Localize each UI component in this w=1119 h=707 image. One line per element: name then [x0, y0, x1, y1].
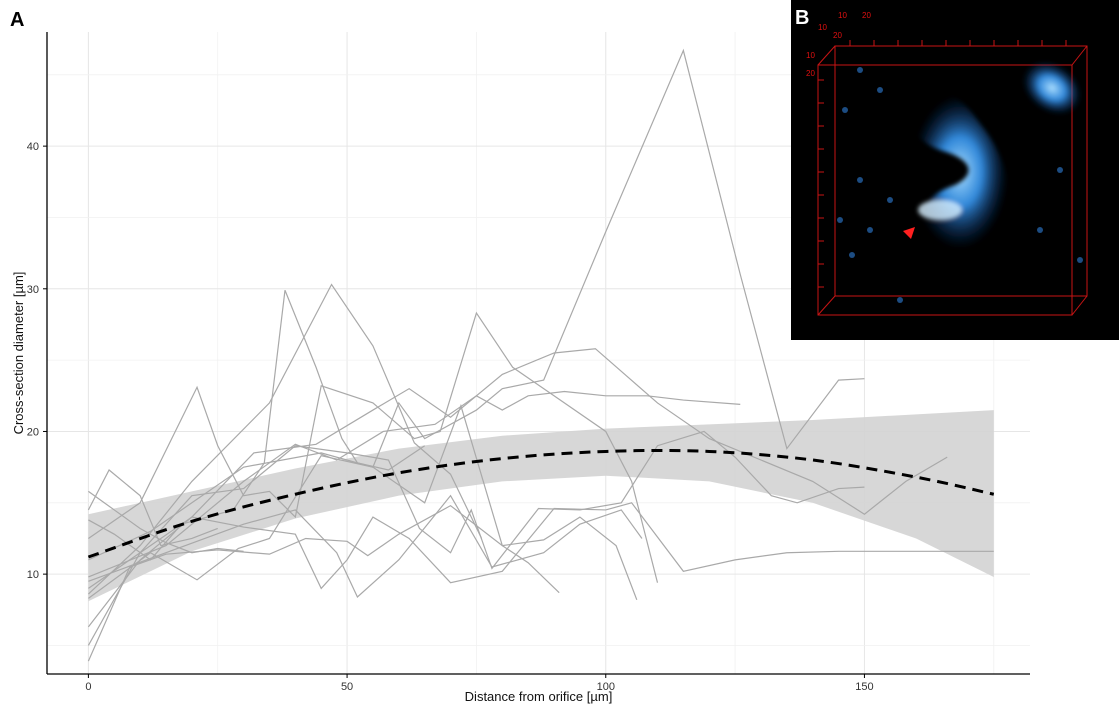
y-tick-label: 40 [27, 141, 39, 153]
x-tick-label: 50 [341, 681, 353, 693]
x-tick-label: 150 [855, 681, 873, 693]
inset-tick-label: 20 [833, 31, 842, 40]
speckle [837, 217, 843, 223]
y-tick-label: 10 [27, 569, 39, 581]
y-axis-title: Cross-section diameter [µm] [11, 272, 26, 435]
speckle [897, 297, 903, 303]
speckle [857, 177, 863, 183]
speckle [1057, 167, 1063, 173]
panel-label-a: A [10, 9, 24, 31]
inset-tick-label: 10 [838, 11, 847, 20]
speckle [849, 252, 855, 258]
speckle [1077, 257, 1083, 263]
x-tick-label: 0 [85, 681, 91, 693]
speckle [867, 227, 873, 233]
confidence-band [88, 410, 993, 601]
panel-label-b: B [795, 7, 809, 29]
x-axis-title: Distance from orifice [µm] [465, 689, 613, 704]
inset-tick-label: 20 [862, 11, 871, 20]
y-tick-label: 20 [27, 426, 39, 438]
speckle [1037, 227, 1043, 233]
inset-background [791, 0, 1119, 340]
inset-tick-label: 10 [818, 23, 827, 32]
speckle [842, 107, 848, 113]
inset-tick-label: 20 [806, 69, 815, 78]
bright-spot [918, 200, 962, 220]
inset-tick-label: 10 [806, 51, 815, 60]
y-tick-label: 30 [27, 284, 39, 296]
speckle [877, 87, 883, 93]
inset-panel-b: B 10 20 10 20 10 20 [791, 0, 1119, 340]
speckle [887, 197, 893, 203]
speckle [857, 67, 863, 73]
